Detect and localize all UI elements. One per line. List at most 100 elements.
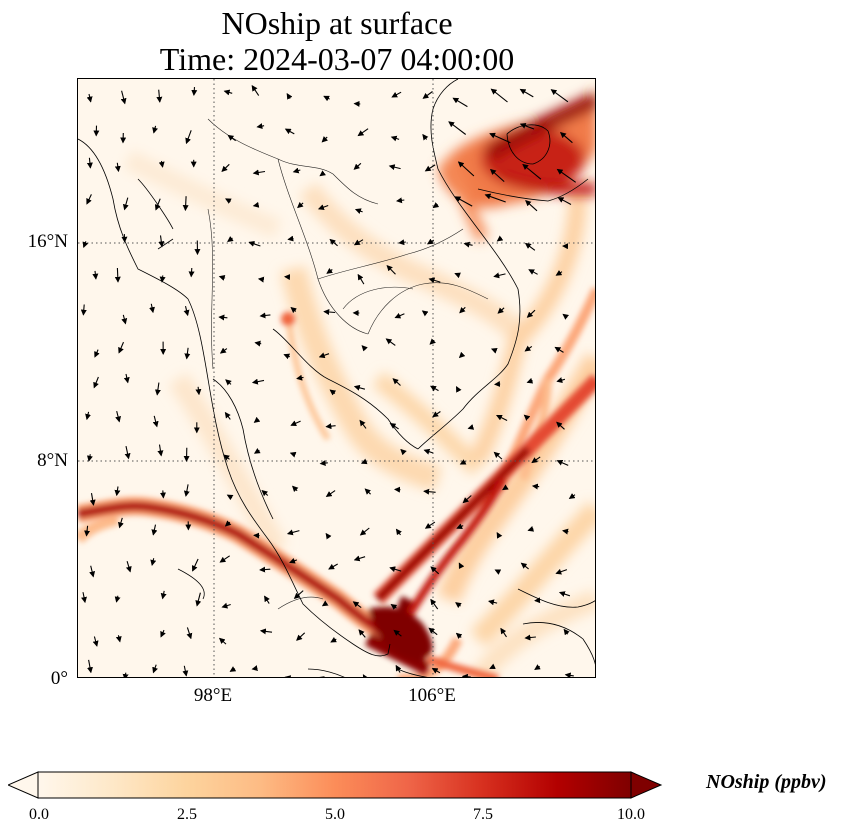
wind-arrow [353, 384, 366, 391]
wind-arrow [183, 484, 190, 497]
wind-arrow [396, 197, 405, 204]
wind-arrow [114, 486, 121, 497]
wind-arrow [525, 200, 538, 212]
wind-arrow [182, 196, 189, 212]
wind-arrow [490, 88, 508, 103]
wind-arrow [259, 312, 271, 319]
wind-arrow [455, 602, 462, 609]
wind-arrow [422, 133, 429, 141]
map-title-line-1: NOship at surface [221, 5, 453, 41]
wind-arrow [94, 349, 100, 358]
colorbar [8, 771, 663, 799]
wind-arrow [385, 338, 396, 346]
wind-arrow [430, 566, 440, 575]
wind-arrow [86, 157, 93, 169]
wind-arrow [454, 196, 473, 207]
wind-arrow [429, 338, 436, 345]
wind-arrow [364, 488, 371, 495]
wind-arrow [253, 447, 261, 454]
wind-arrow [122, 197, 129, 211]
wind-arrow [221, 602, 231, 609]
wind-arrow [149, 303, 155, 314]
wind-arrow [114, 595, 121, 603]
wind-arrow [496, 235, 504, 242]
wind-arrow [224, 520, 232, 527]
wind-arrow [293, 590, 304, 599]
wind-arrow [317, 204, 329, 211]
colorbar-tick-2.5: 2.5 [177, 806, 197, 823]
wind-arrow [159, 490, 166, 499]
wind-arrow [328, 563, 338, 570]
wind-arrow [252, 169, 266, 176]
wind-arrow [524, 242, 536, 251]
wind-arrow [424, 164, 436, 172]
wind-arrow [323, 309, 336, 316]
wind-arrow [252, 201, 260, 208]
wind-arrow [467, 424, 475, 430]
wind-arrow [221, 163, 230, 172]
lat-tick-0: 0° [50, 668, 68, 689]
wind-arrow [456, 523, 464, 529]
wind-arrow [493, 272, 506, 279]
wind-arrow [398, 239, 406, 246]
wind-arrow [524, 634, 536, 641]
wind-arrow [115, 410, 121, 423]
wind-arrow [158, 235, 165, 248]
colorbar-tick-10: 10.0 [617, 806, 645, 823]
wind-arrow [89, 565, 96, 578]
wind-arrow [489, 132, 511, 144]
wind-arrow [391, 91, 402, 98]
wind-arrow [459, 459, 467, 465]
wind-arrow [494, 569, 502, 575]
wind-arrow [421, 310, 429, 317]
wind-arrow [227, 236, 234, 242]
wind-arrow [519, 88, 534, 98]
wind-arrow [223, 454, 230, 461]
wind-arrow [319, 170, 327, 177]
wind-arrow [550, 89, 569, 103]
wind-arrow [325, 532, 332, 540]
wind-arrow [183, 305, 190, 317]
wind-arrow [251, 84, 260, 96]
wind-arrow [457, 161, 475, 177]
wind-arrow [219, 347, 228, 354]
wind-arrow [452, 97, 468, 108]
wind-arrow [493, 451, 503, 460]
wind-arrow [218, 314, 228, 321]
wind-arrow [388, 164, 401, 171]
wind-arrow [257, 276, 265, 283]
wind-arrow [219, 555, 231, 563]
wind-arrow [528, 269, 538, 275]
wind-arrow [125, 561, 132, 573]
wind-arrow [122, 672, 129, 677]
wind-arrow [218, 637, 227, 645]
wind-arrow [290, 420, 301, 426]
wind-arrow [353, 555, 366, 562]
wind-arrow [118, 517, 124, 529]
wind-arrow [354, 208, 363, 215]
wind-arrow [85, 411, 91, 421]
lat-tick-16n: 16°N [27, 231, 68, 252]
wind-arrow [151, 524, 158, 536]
wind-arrow [534, 664, 541, 670]
wind-arrow [86, 93, 93, 103]
wind-arrow [290, 306, 297, 314]
colorbar-extend-high [630, 771, 663, 799]
wind-arrow [225, 198, 232, 204]
wind-arrow [87, 454, 93, 462]
wind-arrow [430, 385, 439, 392]
wind-arrow [284, 128, 295, 135]
wind-arrow [259, 628, 273, 635]
wind-arrow [80, 304, 87, 316]
wind-arrow [114, 162, 121, 173]
wind-arrow [154, 382, 161, 396]
wind-arrow [254, 340, 262, 347]
wind-arrow [502, 484, 509, 491]
wind-arrow [152, 125, 158, 134]
wind-arrow [297, 201, 304, 209]
wind-arrow [526, 309, 536, 318]
wind-arrow [287, 235, 294, 242]
colorbar-tick-5: 5.0 [325, 806, 345, 823]
wind-arrow [86, 194, 92, 205]
wind-arrow [218, 275, 226, 281]
